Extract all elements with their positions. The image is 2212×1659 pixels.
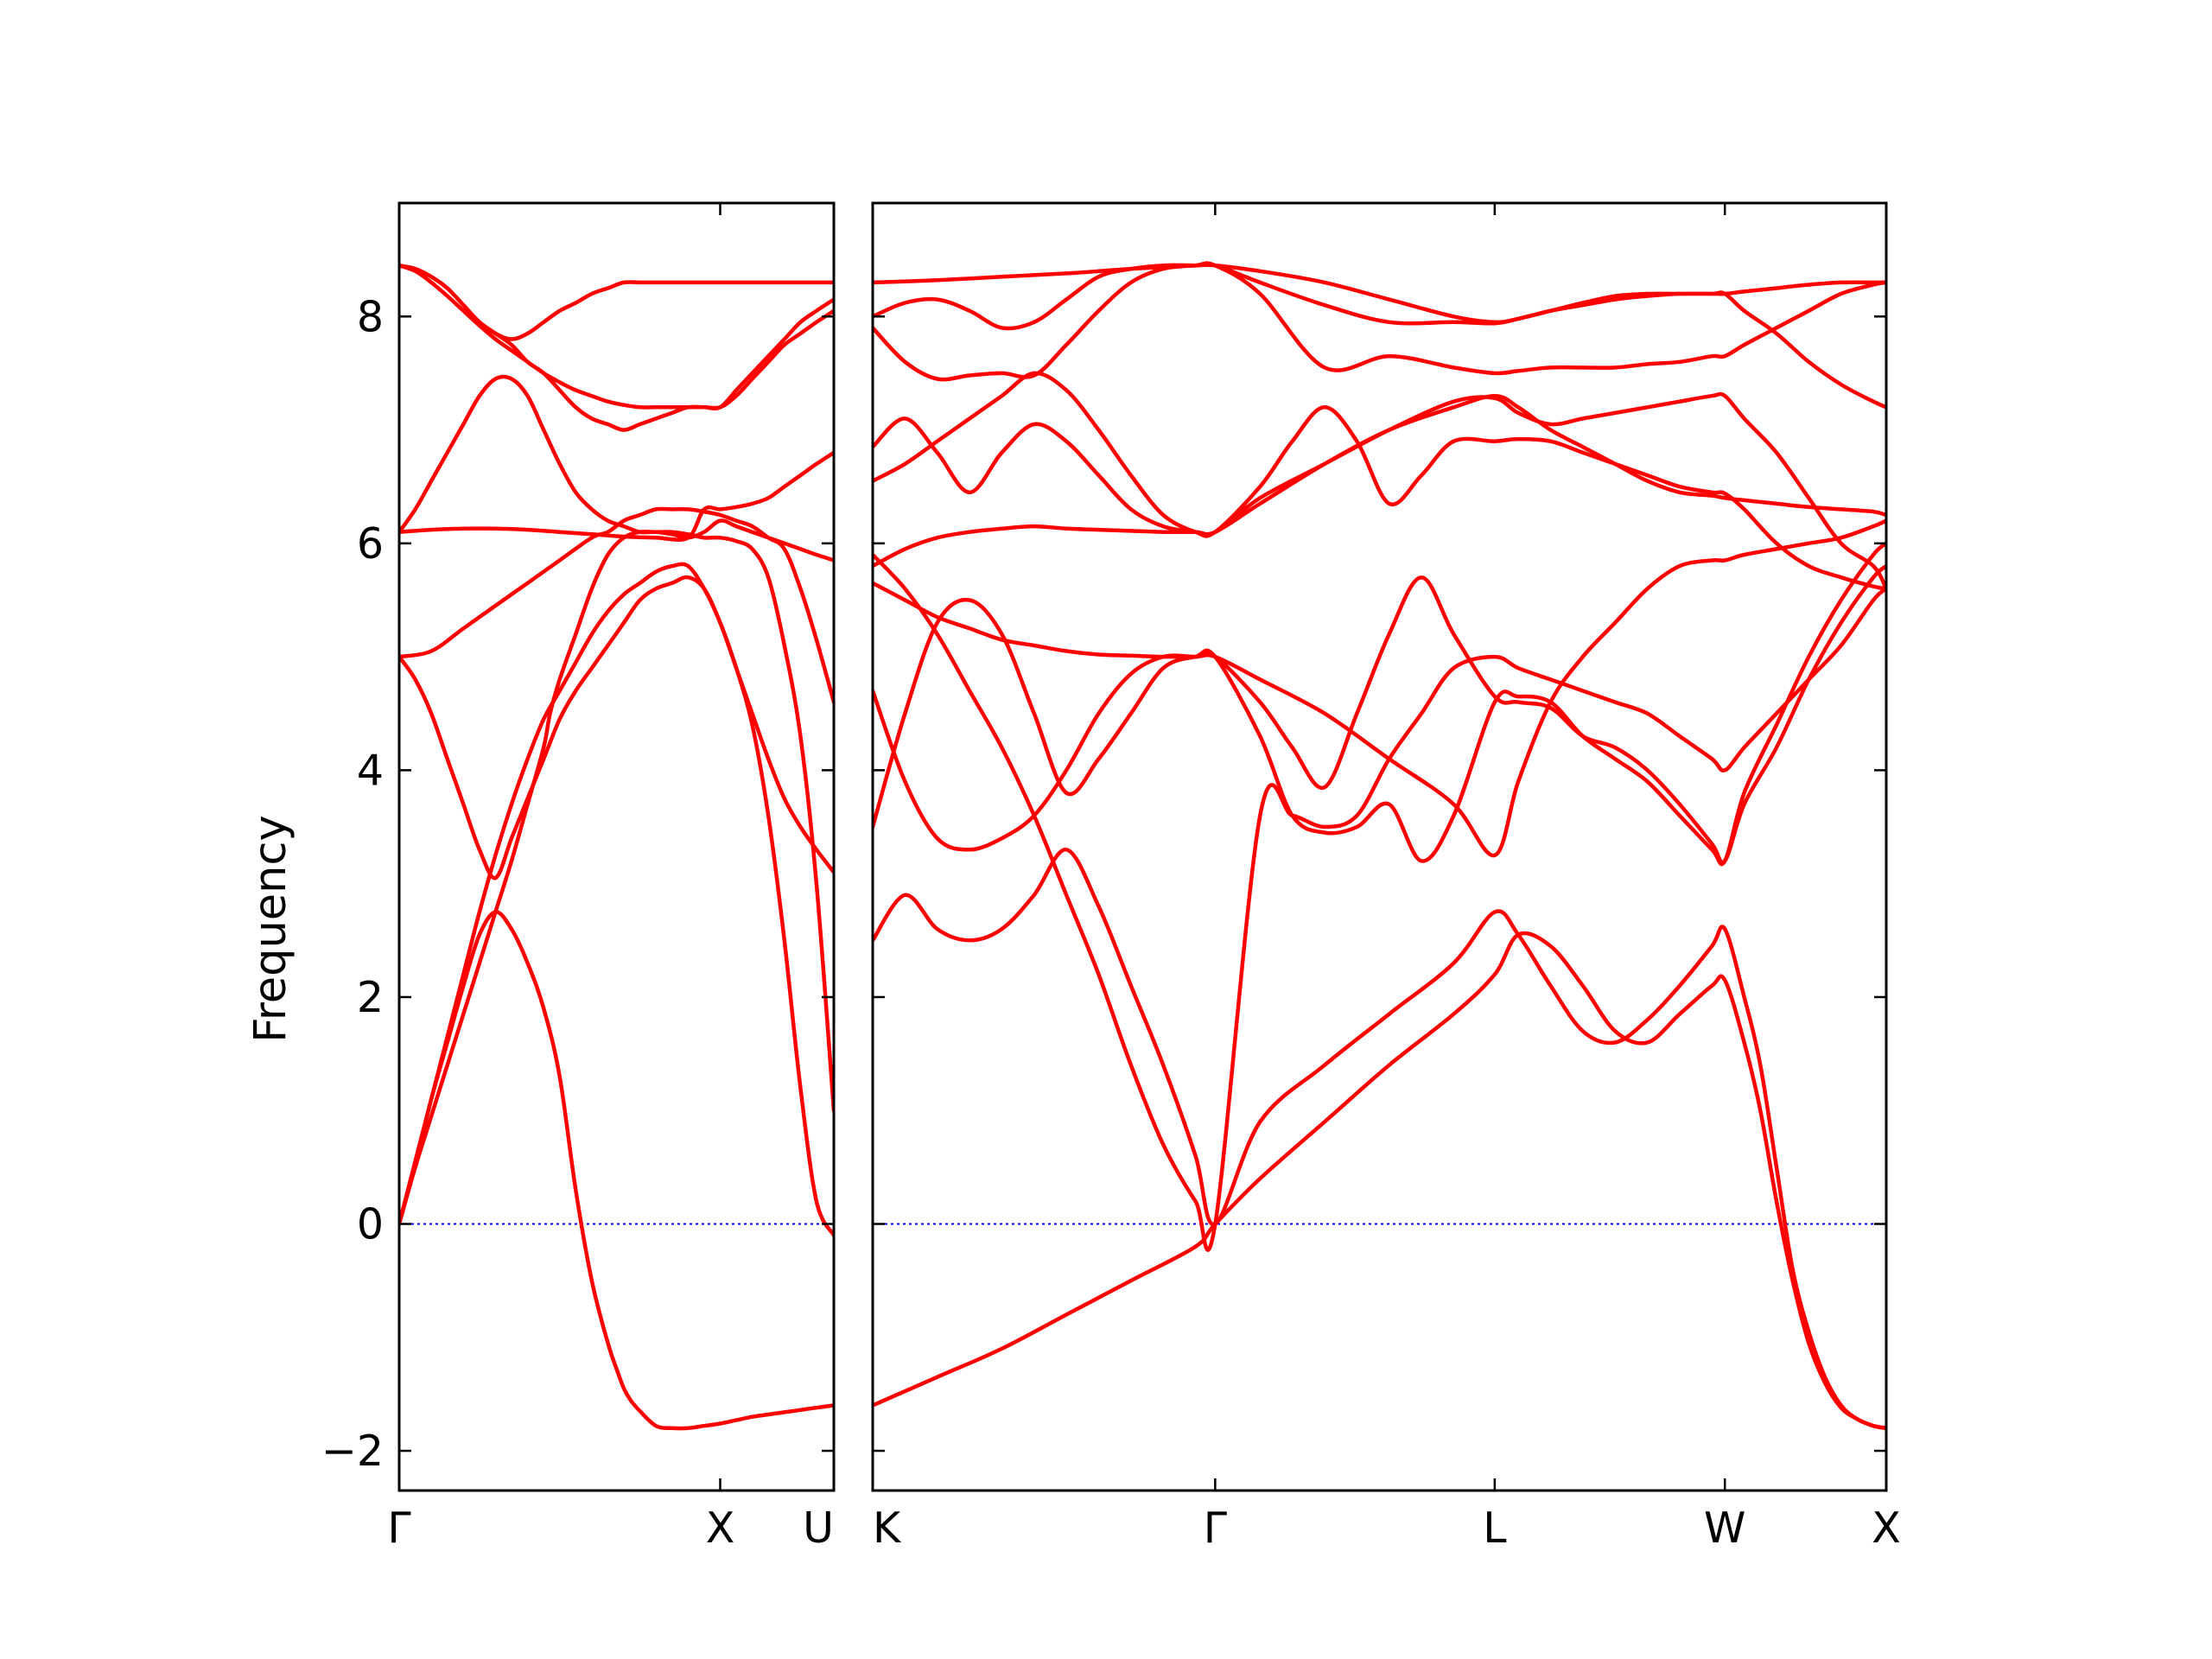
band-line-band-10: [873, 261, 1886, 382]
x-tick-label: L: [1483, 1503, 1507, 1553]
y-tick-label: 8: [357, 292, 384, 341]
band-line-band-11: [873, 262, 1886, 410]
x-tick-label: Γ: [387, 1503, 411, 1553]
x-tick-label: Γ: [1204, 1503, 1228, 1553]
y-tick-label: 2: [357, 973, 384, 1022]
band-line-band-1: [873, 931, 1886, 1431]
band-line-band-7: [873, 552, 1886, 1252]
band-line-band-12: [873, 263, 1886, 325]
panel-frame: [397, 201, 836, 1492]
bands-group: [399, 263, 834, 1431]
band-line-band-4: [873, 563, 1886, 865]
panel-frame: [871, 201, 1888, 1492]
x-tick-label: K: [873, 1503, 902, 1553]
band-line-band-5: [873, 518, 1886, 858]
band-line-band-6: [873, 393, 1886, 569]
band-line-band-9: [399, 263, 834, 341]
bands-group: [873, 261, 1886, 1431]
band-line-band-3: [399, 562, 834, 1237]
band-line-band-7: [399, 374, 834, 563]
band-line-band-1: [399, 910, 834, 1431]
band-line-band-8: [873, 371, 1886, 591]
band-line-band-10: [399, 263, 834, 410]
band-line-band-9: [873, 391, 1886, 591]
x-tick-label: W: [1704, 1503, 1745, 1553]
y-tick-label: 6: [357, 519, 384, 569]
y-tick-label: 0: [357, 1199, 384, 1249]
y-axis-label: Frequency: [245, 815, 296, 1042]
x-tick-label: U: [803, 1503, 834, 1553]
x-tick-label: X: [1872, 1503, 1901, 1553]
y-tick-label: 4: [357, 746, 384, 795]
band-line-band-2: [873, 848, 1886, 1431]
x-tick-label: X: [706, 1503, 735, 1553]
panel-1: −2 0 2 4 6 8 Γ X U: [321, 201, 836, 1553]
y-tick-label: −2: [321, 1427, 384, 1476]
band-line-band-4: [399, 575, 834, 880]
